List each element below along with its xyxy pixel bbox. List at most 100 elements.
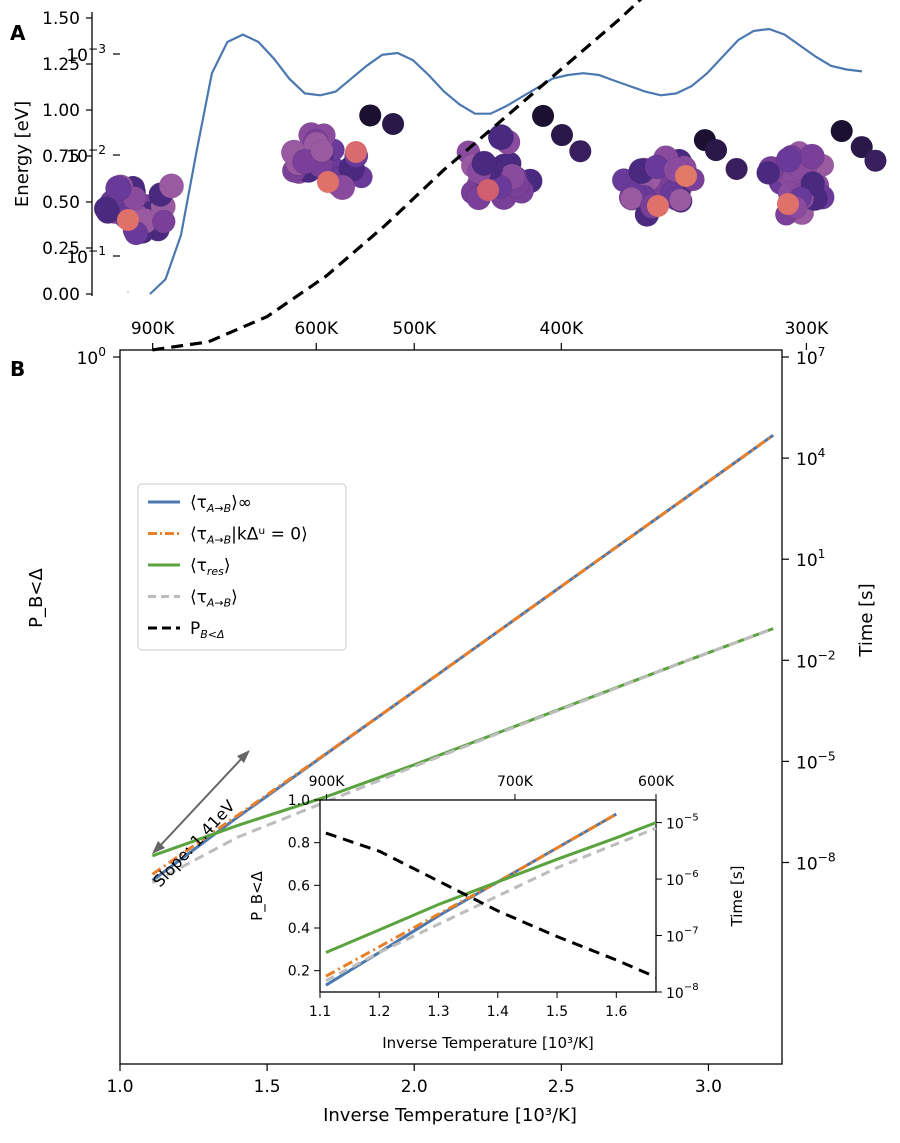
inset-top-tick-label: 600K	[638, 774, 675, 790]
panel-a-ytick-label: 1.50	[42, 9, 80, 29]
cluster-atom	[775, 146, 802, 173]
inset-right-ytick-label-base: 10	[666, 873, 684, 889]
panel-a-energy-line	[149, 27, 863, 295]
panel-b-left-ytick-label-base: 10	[77, 349, 99, 369]
legend-label-sub: B<Δ	[200, 628, 224, 641]
panel-b-ylabel-group: P_B<Δ	[26, 568, 47, 628]
legend-label-tail: ⟩∞	[231, 493, 252, 513]
panel-b-top-tick-label: 300K	[785, 319, 829, 339]
cluster-1	[93, 173, 185, 246]
panel-b-xtick-label: 3.0	[695, 1077, 722, 1097]
cluster-dark-atom	[725, 157, 748, 180]
cluster-accent-atom	[117, 209, 139, 231]
inset-left-ytick-label: 0.6	[288, 878, 310, 894]
panel-b-xtick-label: 2.5	[548, 1077, 575, 1097]
panel-b-left-ytick-label-base: 10	[66, 147, 88, 167]
cluster-atom	[93, 196, 119, 221]
inset-right-ytick-label-exponent: −7	[684, 926, 699, 937]
panel-b-right-ytick-label-exponent: −2	[818, 648, 836, 662]
panel-b-right-ytick-label: 107	[796, 345, 825, 369]
legend-label-tau_ab: ⟨τA→B⟩	[190, 588, 238, 610]
panel-b-right-ytick-label: 104	[796, 446, 826, 470]
panel-b-right-ytick-label-exponent: −5	[818, 749, 836, 763]
panel-b-left-ytick-label-base: 10	[66, 248, 88, 268]
panel-b-left-ytick-label-base: 10	[66, 46, 88, 66]
cluster-atom	[310, 139, 334, 163]
legend-label-sub: res	[207, 565, 224, 578]
panel-b-ylabel-right: Time [s]	[856, 583, 877, 657]
cluster-atom	[158, 173, 185, 199]
inset-xtick-label: 1.2	[368, 1004, 390, 1020]
inset-right-ytick-label: 10−5	[666, 813, 699, 833]
inset-top-tick-label: 700K	[497, 774, 534, 790]
inset-left-ytick-label: 0.8	[288, 836, 310, 852]
inset-xtick-label: 1.4	[487, 1004, 509, 1020]
cluster-dark-atom	[532, 104, 555, 127]
legend-label-tau_inf: ⟨τA→B⟩∞	[190, 493, 252, 515]
panel-b-right-ytick-label-base: 10	[796, 349, 818, 369]
cluster-dark-atom	[705, 139, 728, 162]
inset-frame	[319, 799, 657, 993]
panel-b-xtick-label: 1.5	[254, 1077, 281, 1097]
inset-series-tau_ab	[325, 826, 657, 983]
panel-a-ytick-label: 1.25	[42, 55, 80, 75]
panel-a-ytick-label: 0.00	[42, 285, 80, 305]
inset-series-tau_k0	[325, 812, 618, 978]
panel-b-left-ytick-label: 10−2	[66, 143, 106, 167]
panel-b-top-tick-label: 900K	[131, 319, 175, 339]
panel-a-ylabel: Energy [eV]	[12, 101, 33, 207]
cluster-dark-atom	[359, 104, 382, 127]
cluster-accent-atom	[675, 165, 697, 187]
cluster-accent-atom	[777, 193, 799, 215]
panel-b-right-ytick-label-base: 10	[796, 450, 818, 470]
panel-b-right-ytick-label: 10−5	[796, 749, 836, 773]
inset-ylabel: P_B<Δ	[248, 870, 267, 920]
series-tau_k0	[151, 433, 775, 876]
cluster-atom	[668, 188, 692, 212]
inset-left-ytick-label: 0.2	[288, 964, 310, 980]
panel-b-xlabel: Inverse Temperature [10³/K]	[323, 1105, 577, 1126]
series-tau_res	[151, 627, 774, 858]
cluster-dark-atom	[550, 124, 573, 147]
inset-left-ytick-label: 1.0	[288, 793, 310, 809]
panel-b-left-ytick-label: 10−3	[66, 42, 106, 66]
cluster-atom	[471, 150, 497, 176]
panel-b-left-ytick-label-exponent: −2	[88, 143, 106, 157]
inset-top-tick-label: 900K	[309, 774, 346, 790]
legend-label-tail: |kΔᵘ = 0⟩	[231, 525, 308, 545]
legend-label-sub: A→B	[206, 597, 231, 610]
legend-label-sub: A→B	[206, 502, 231, 515]
inset-series-tau_res	[325, 821, 657, 954]
panel-b-left-ytick-label-exponent: −1	[88, 244, 106, 258]
panel-b-top-tick-label: 600K	[294, 319, 338, 339]
panel-b-plot: 900K 600K 500K 400K 300K 1.0 1.5 2.0 2.5 3.0 100…	[26, 0, 877, 1126]
inset-xlabel: Inverse Temperature [10³/K]	[382, 1034, 594, 1052]
cluster-dark-atom	[382, 113, 405, 136]
legend-label-tau_k0: ⟨τA→B|kΔᵘ = 0⟩	[190, 525, 308, 547]
cluster-atom	[799, 143, 825, 170]
inset-series	[325, 812, 657, 987]
legend-label-main: ⟨τ	[190, 493, 207, 513]
legend-label-main: P	[190, 619, 200, 639]
cluster-accent-atom	[477, 179, 499, 201]
panel-b-xtick-label: 1.0	[106, 1077, 133, 1097]
cluster-dark-atom	[830, 120, 853, 143]
cluster-2	[280, 104, 405, 201]
panel-b-top-temperature-ticks: 900K 600K 500K 400K 300K	[131, 319, 829, 350]
panel-b-right-ytick-label-base: 10	[796, 753, 818, 773]
inset-right-ytick-label-exponent: −5	[684, 813, 699, 824]
panel-b-right-ytick-label-exponent: 7	[818, 345, 826, 359]
inset-ylabel-right: Time [s]	[728, 866, 746, 928]
legend-label-tail: ⟩	[224, 556, 231, 576]
inset-right-ytick-label: 10−8	[666, 982, 699, 1002]
panel-a-ytick-label: 0.50	[42, 193, 80, 213]
panel-a-cluster-images	[93, 104, 887, 293]
panel-b-letter: B	[10, 357, 25, 381]
cluster-accent-atom	[647, 195, 669, 217]
inset-background	[320, 800, 656, 992]
panel-b-right-ytick-label-exponent: 4	[818, 446, 826, 460]
inset-right-ytick-label-base: 10	[666, 986, 684, 1002]
cluster-accent-atom	[345, 141, 367, 163]
legend: ⟨τA→B⟩∞ ⟨τA→B|kΔᵘ = 0⟩ ⟨τ res⟩ ⟨τA→B⟩ PB<Δ	[137, 483, 347, 651]
